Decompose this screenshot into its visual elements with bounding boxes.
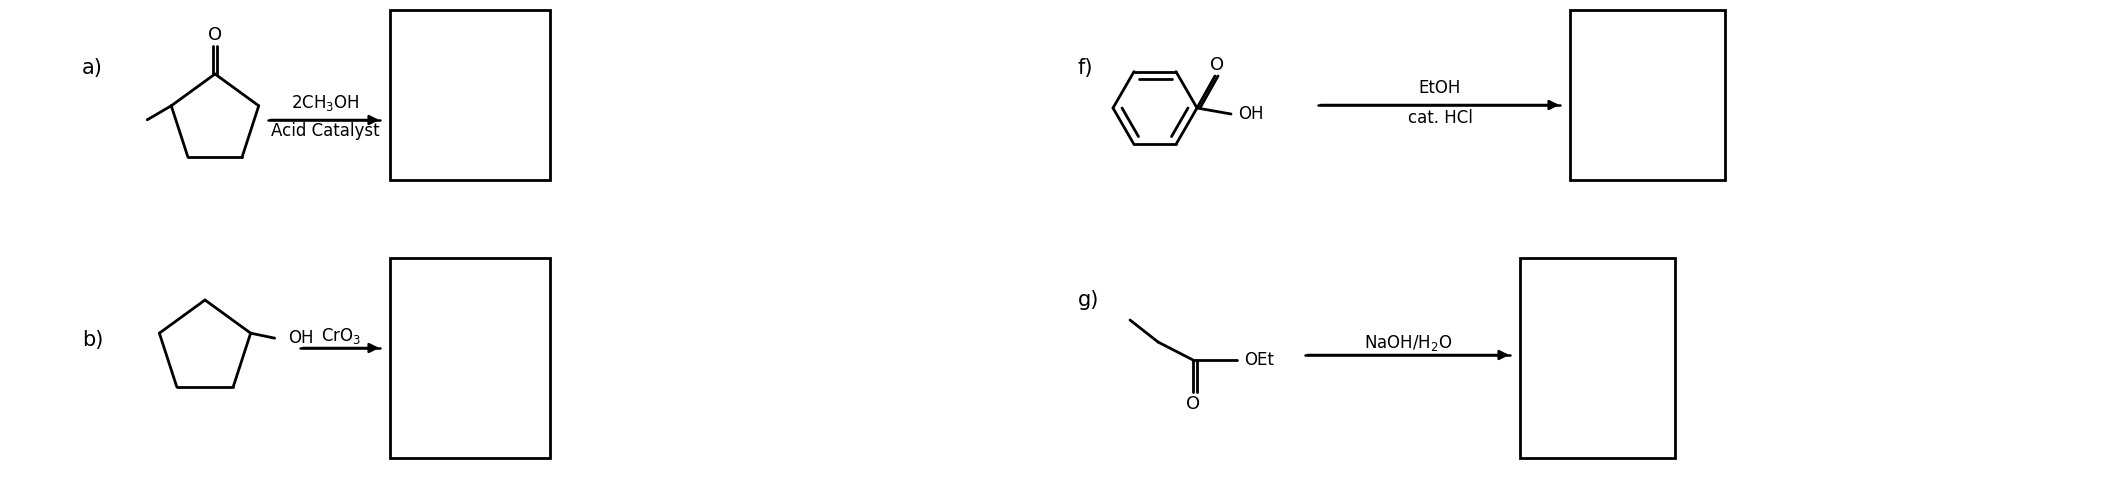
Text: EtOH: EtOH xyxy=(1419,79,1461,97)
Text: OH: OH xyxy=(1238,105,1263,123)
Text: b): b) xyxy=(82,330,103,350)
Text: CrO$_3$: CrO$_3$ xyxy=(322,326,362,346)
Text: f): f) xyxy=(1078,58,1093,78)
Text: NaOH/H$_2$O: NaOH/H$_2$O xyxy=(1364,333,1452,353)
Text: O: O xyxy=(208,26,223,44)
Bar xyxy=(1570,10,1726,180)
Bar xyxy=(1520,258,1675,458)
Text: a): a) xyxy=(82,58,103,78)
Text: Acid Catalyst: Acid Catalyst xyxy=(271,122,378,140)
Text: O: O xyxy=(1211,56,1223,74)
Text: OH: OH xyxy=(288,329,313,347)
Bar xyxy=(391,258,551,458)
Text: cat. HCl: cat. HCl xyxy=(1408,109,1471,127)
Text: g): g) xyxy=(1078,290,1099,310)
Bar xyxy=(391,10,551,180)
Text: O: O xyxy=(1186,395,1200,413)
Text: OEt: OEt xyxy=(1244,351,1274,369)
Text: 2CH$_3$OH: 2CH$_3$OH xyxy=(290,93,359,113)
